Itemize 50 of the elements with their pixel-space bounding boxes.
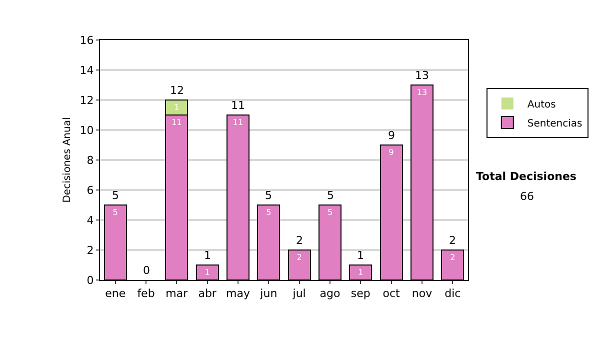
total-label: 2 — [296, 234, 303, 247]
data-label: 1 — [174, 103, 180, 112]
x-tick-label: ago — [320, 287, 340, 300]
y-tick-label: 8 — [86, 154, 94, 167]
total-label: 2 — [449, 234, 456, 247]
total-label: 5 — [112, 189, 119, 202]
y-tick-label: 16 — [80, 34, 94, 47]
total-label: 5 — [265, 189, 272, 202]
x-tick-label: ene — [105, 287, 126, 300]
data-label: 5 — [266, 208, 272, 217]
total-label: 1 — [357, 249, 364, 262]
y-axis-title: Decisiones Anual — [62, 117, 73, 203]
x-tick-label: sep — [350, 287, 370, 300]
x-tick-label: abr — [198, 287, 217, 300]
data-label: 2 — [296, 253, 302, 262]
data-label: 1 — [358, 268, 364, 277]
data-label: 5 — [327, 208, 333, 217]
data-label: 5 — [112, 208, 118, 217]
data-label: 11 — [172, 118, 182, 127]
total-label: 0 — [143, 264, 150, 277]
data-label: 11 — [232, 118, 244, 127]
total-label: 12 — [170, 84, 184, 97]
legend-label: Sentencias — [527, 118, 582, 130]
y-tick-label: 6 — [86, 184, 94, 197]
total-label: 13 — [415, 69, 429, 82]
x-tick-label: jun — [259, 287, 278, 300]
x-tick-label: jul — [292, 287, 306, 300]
y-tick-label: 10 — [80, 124, 94, 137]
y-tick-label: 12 — [80, 94, 94, 107]
x-tick-label: may — [226, 287, 250, 300]
total-label: 1 — [204, 249, 211, 262]
data-label: 9 — [388, 148, 394, 157]
total-label: 5 — [327, 189, 334, 202]
data-label: 2 — [450, 253, 456, 262]
x-tick-label: nov — [412, 287, 433, 300]
x-tick-label: mar — [166, 287, 188, 300]
total-label: 9 — [388, 129, 395, 142]
x-tick-label: dic — [444, 287, 461, 300]
legend-label: Autos — [527, 99, 556, 110]
x-tick-label: feb — [137, 287, 155, 300]
data-label: 1 — [204, 268, 210, 277]
text: Total Decisiones — [476, 170, 577, 183]
text: 66 — [520, 190, 534, 203]
y-tick-label: 2 — [86, 244, 94, 257]
data-label: 13 — [416, 88, 428, 97]
y-tick-label: 0 — [86, 274, 94, 287]
y-tick-label: 4 — [86, 214, 94, 227]
y-tick-label: 14 — [80, 64, 94, 77]
x-tick-label: oct — [382, 287, 401, 300]
total-label: 11 — [231, 99, 245, 112]
